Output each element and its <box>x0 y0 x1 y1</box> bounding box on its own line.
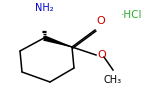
Text: ·HCl: ·HCl <box>121 10 143 20</box>
Text: O: O <box>96 16 105 26</box>
Text: CH₃: CH₃ <box>104 75 122 85</box>
Text: NH₂: NH₂ <box>35 3 53 13</box>
Text: O: O <box>97 50 106 60</box>
Polygon shape <box>43 35 72 47</box>
